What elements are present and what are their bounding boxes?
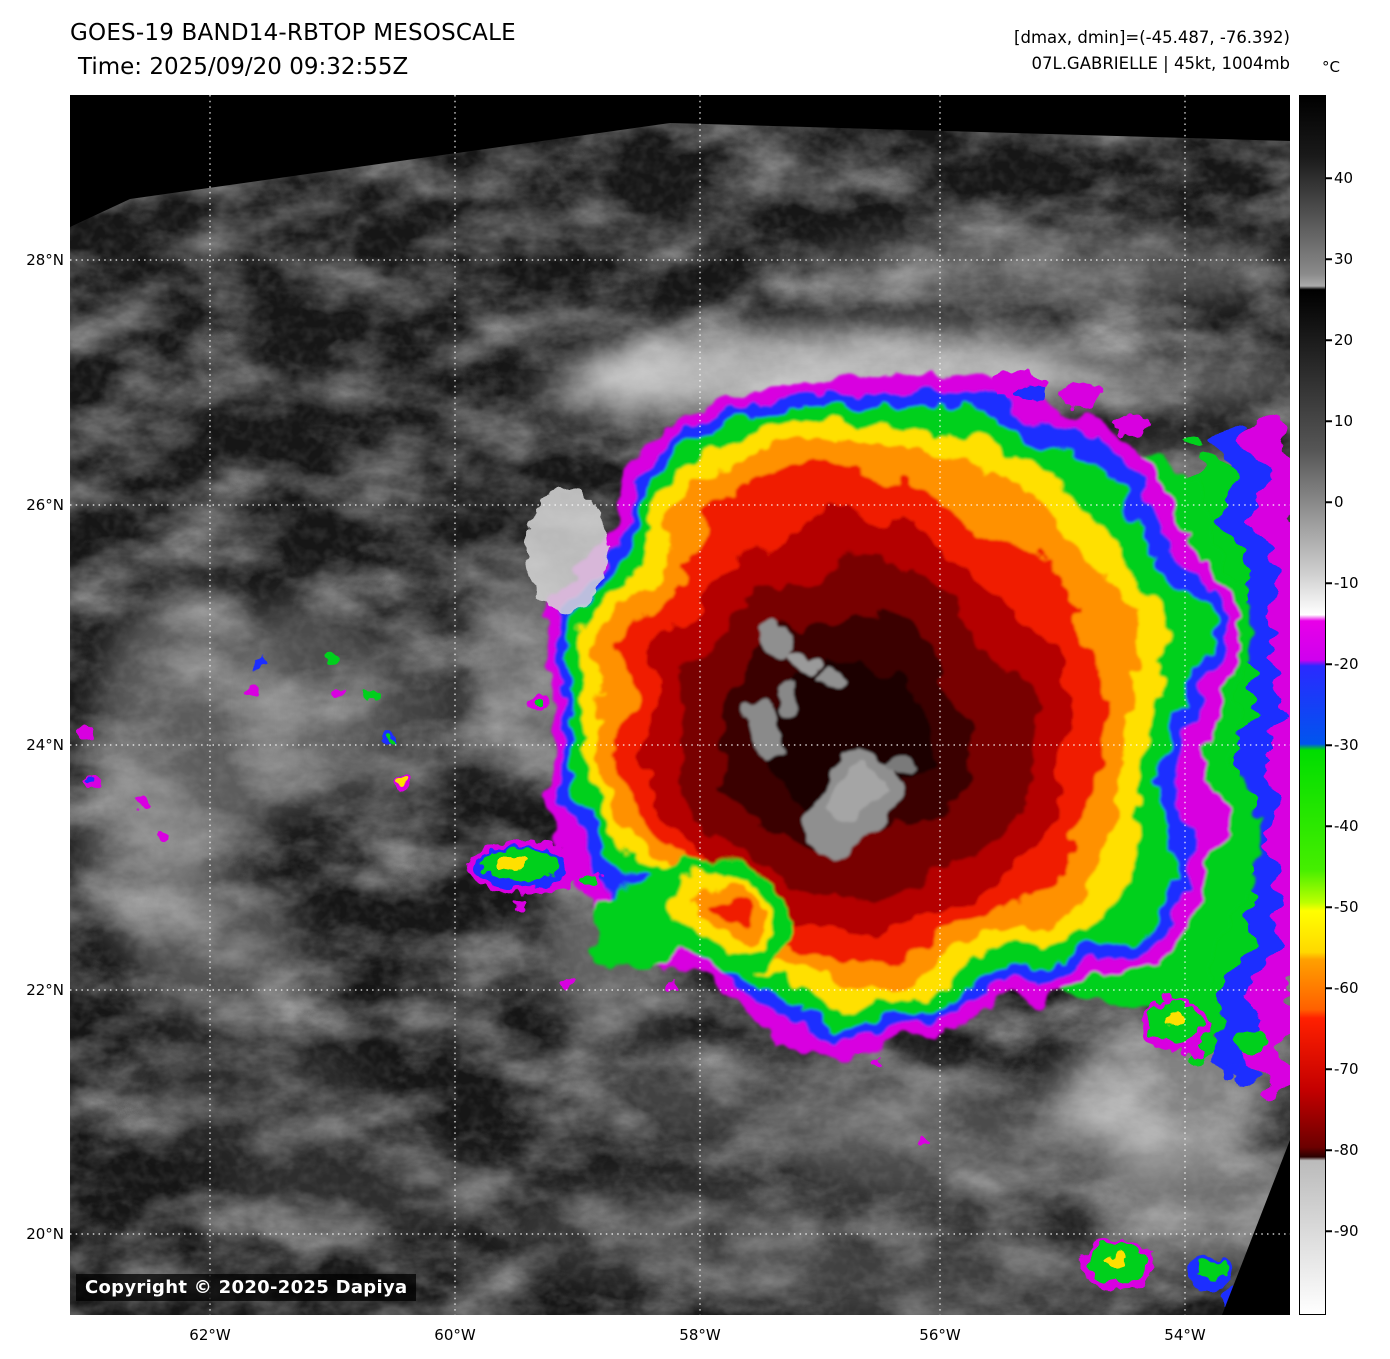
lat-label: 22°N — [26, 981, 64, 999]
lon-label: 60°W — [434, 1326, 476, 1344]
colorbar-tick: -50 — [1334, 898, 1359, 916]
colorbar-unit-label: °C — [1322, 58, 1340, 76]
lon-label: 58°W — [679, 1326, 721, 1344]
lat-label: 20°N — [26, 1225, 64, 1243]
plot-time: Time: 2025/09/20 09:32:55Z — [78, 54, 409, 80]
colorbar-tick: -40 — [1334, 817, 1359, 835]
temperature-colorbar — [1299, 95, 1326, 1315]
lon-label: 56°W — [919, 1326, 961, 1344]
storm-color-overlay — [533, 372, 1255, 1048]
colorbar-tick: -80 — [1334, 1141, 1359, 1159]
small-convective-cells — [78, 371, 1279, 1307]
colorbar-tick: 0 — [1334, 493, 1344, 511]
plot-title: GOES-19 BAND14-RBTOP MESOSCALE — [70, 20, 516, 46]
colorbar-tick: -90 — [1334, 1222, 1359, 1240]
lat-label: 26°N — [26, 496, 64, 514]
lon-label: 54°W — [1164, 1326, 1206, 1344]
lon-label: 62°W — [189, 1326, 231, 1344]
satellite-map: Copyright © 2020-2025 Dapiya — [70, 95, 1290, 1315]
satellite-image-canvas — [70, 95, 1290, 1315]
colorbar-tick: -30 — [1334, 736, 1359, 754]
scan-edge-bottom-right — [1222, 1140, 1290, 1315]
scan-edge-top — [70, 95, 1290, 227]
dmax-dmin-annotation: [dmax, dmin]=(-45.487, -76.392) — [1014, 28, 1290, 47]
west-edge-cloud-intrusion — [527, 488, 607, 612]
colorbar-tick: -70 — [1334, 1060, 1359, 1078]
colorbar-tick: -60 — [1334, 979, 1359, 997]
copyright-label: Copyright © 2020-2025 Dapiya — [76, 1274, 417, 1301]
storm-annotation: 07L.GABRIELLE | 45kt, 1004mb — [1031, 54, 1291, 73]
colorbar-tick: 40 — [1334, 169, 1354, 187]
colorbar-tick: 20 — [1334, 331, 1354, 349]
colorbar-tick: 30 — [1334, 250, 1354, 268]
colorbar-tick: -20 — [1334, 655, 1359, 673]
latlon-grid — [70, 95, 1290, 1315]
colorbar-tick: 10 — [1334, 412, 1354, 430]
colorbar-tick: -10 — [1334, 574, 1359, 592]
lat-label: 24°N — [26, 736, 64, 754]
lat-label: 28°N — [26, 251, 64, 269]
